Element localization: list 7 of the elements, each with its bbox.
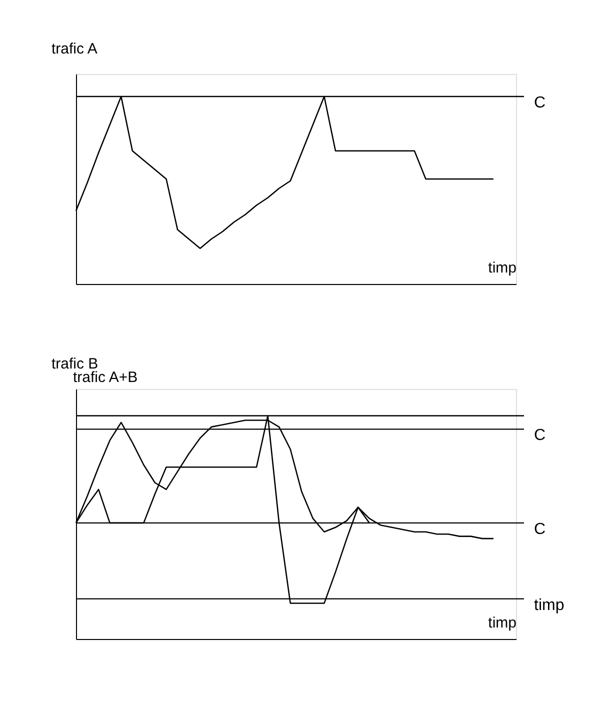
ref-line-label: timp: [534, 596, 564, 614]
ref-line-label: C: [534, 94, 546, 112]
y-axis-title: trafic A: [52, 40, 98, 58]
x-axis-title: timp: [488, 260, 516, 276]
ref-line-label: C: [534, 520, 546, 538]
ref-line-label: C: [534, 427, 546, 444]
x-axis-title: timp: [488, 614, 516, 632]
